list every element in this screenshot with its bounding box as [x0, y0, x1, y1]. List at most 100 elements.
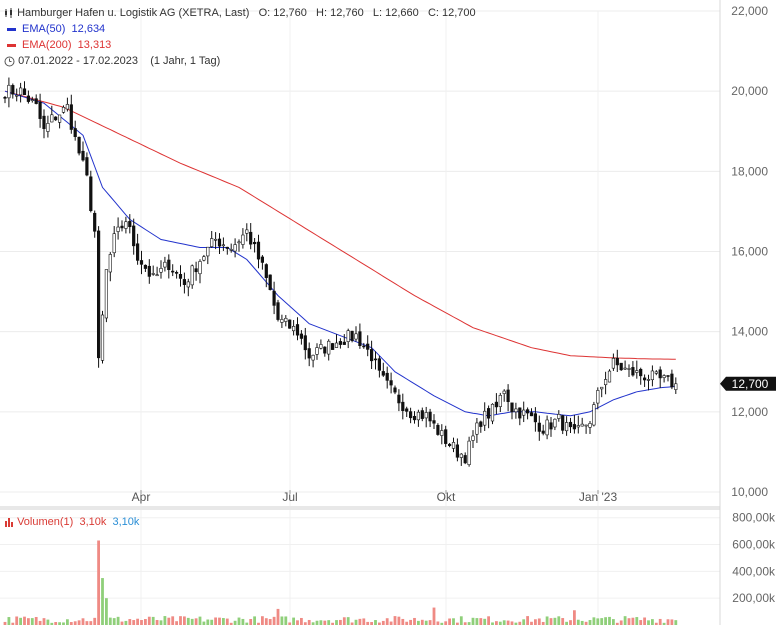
volume-bar [619, 620, 623, 625]
volume-bar [253, 616, 256, 625]
candle-body [108, 254, 112, 273]
candle-body [253, 241, 257, 245]
volume-bar [479, 618, 483, 625]
candle-body [139, 260, 144, 265]
candle-body [116, 226, 120, 232]
candle-body [483, 410, 487, 426]
volume-bar [553, 617, 557, 625]
candle-body [557, 414, 561, 419]
candle-body [600, 386, 604, 390]
candle-body [104, 269, 108, 319]
candle-body [249, 231, 253, 245]
volume-bar [428, 620, 432, 625]
candle-body [658, 369, 662, 379]
volume-bar [159, 620, 163, 625]
candle-body [65, 104, 69, 110]
volume-bar [424, 620, 428, 625]
volume-bar [471, 617, 475, 625]
candle-body [440, 430, 444, 436]
volume-bar [140, 620, 143, 625]
grid-lines [0, 10, 720, 625]
legend-range: 07.01.2022 - 17.02.2023 (1 Jahr, 1 Tag) [4, 53, 220, 69]
candle-body [424, 412, 428, 419]
candle-body [30, 99, 34, 101]
candle-body [77, 136, 81, 154]
y-tick-labels: 22,000 20,000 18,000 16,000 14,000 12,000 10,0… [731, 4, 768, 499]
candle-body [221, 244, 226, 247]
volume-bar [30, 618, 34, 625]
volume-bar [147, 616, 151, 625]
volume-bar [186, 617, 190, 625]
volume-bar [315, 620, 319, 625]
volume-bar [393, 616, 397, 625]
panel-separator [0, 506, 720, 510]
candle-body [245, 229, 249, 234]
volume-bar [463, 622, 467, 625]
y-tick-label: 22,000 [731, 4, 768, 18]
volume-bar [73, 621, 77, 625]
candle-body [260, 256, 265, 263]
volume-bar [323, 620, 327, 625]
volume-bar [120, 621, 124, 625]
volume-bar [175, 621, 178, 625]
y-tick-label: 18,000 [731, 164, 768, 178]
candle-body [334, 342, 339, 348]
candle-body [498, 394, 502, 407]
volume-bar [409, 619, 412, 625]
volume-bar [491, 622, 494, 625]
candle-body [69, 104, 73, 130]
volume-bar [69, 622, 73, 625]
candle-body [225, 246, 229, 249]
candle-body [217, 238, 222, 247]
candle-body [393, 387, 397, 393]
volume-bar [623, 616, 627, 625]
volume-bar [198, 616, 202, 625]
candle-body [229, 249, 233, 251]
candle-body [490, 403, 495, 422]
candle-body [210, 238, 214, 247]
volume-bar [27, 618, 30, 625]
legend-ema50: EMA(50) 12,634 [4, 21, 105, 37]
candle-body [510, 402, 514, 413]
x-tick-labels: Apr Jul Okt Jan '23 [132, 490, 617, 504]
candle-body [447, 443, 452, 446]
volume-bar [452, 618, 455, 625]
candle-body [475, 422, 479, 435]
candle-body [541, 430, 545, 434]
candle-body [303, 335, 307, 351]
candle-body [580, 423, 584, 427]
volume-bar [7, 617, 11, 625]
volume-bar [171, 616, 175, 625]
volume-bar [112, 618, 116, 625]
volume-value-blue: 3,10k [112, 516, 140, 528]
volume-bars [3, 540, 678, 625]
volume-bar [66, 619, 69, 625]
volume-bar [612, 619, 615, 625]
candle-body [237, 241, 241, 244]
volume-bar [225, 618, 229, 625]
volume-bar [264, 618, 268, 625]
candle-body [85, 157, 89, 176]
volume-bar [444, 621, 448, 625]
candle-body [381, 371, 385, 376]
candle-body [639, 368, 643, 377]
volume-bar [50, 622, 54, 625]
volume-bar [569, 620, 572, 625]
candle-body [654, 371, 658, 374]
volume-bar [108, 617, 112, 625]
volume-bar [307, 619, 311, 625]
volume-bar [541, 621, 545, 625]
y-tick-label: 16,000 [731, 245, 768, 259]
candle-body [358, 331, 362, 346]
volume-bar [565, 621, 568, 625]
volume-bar [456, 622, 459, 625]
volume-bar [576, 619, 580, 625]
legend-ema200: EMA(200) 13,313 [4, 37, 111, 53]
volume-bar [436, 621, 440, 625]
volume-bar [506, 620, 510, 625]
candle-body [132, 225, 136, 247]
volume-bar [34, 616, 38, 625]
volume-bar [167, 617, 171, 625]
volume-bar [545, 616, 549, 625]
candle-body [147, 265, 151, 277]
